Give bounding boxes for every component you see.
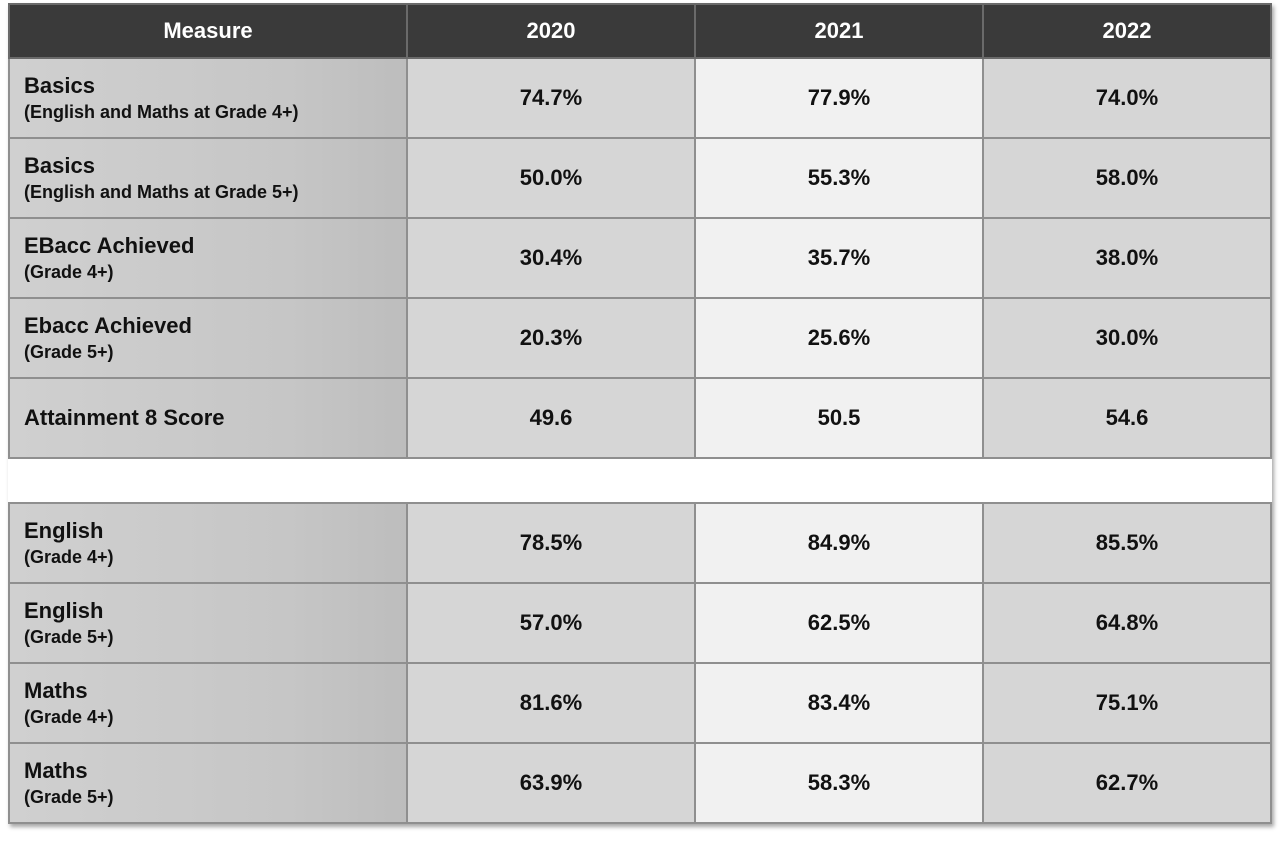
value-2020: 78.5%	[406, 502, 696, 584]
measure-title: English	[24, 518, 104, 543]
measure-cell: EBacc Achieved (Grade 4+)	[8, 217, 408, 299]
value-2020: 57.0%	[406, 582, 696, 664]
measure-subtitle: (Grade 4+)	[24, 262, 114, 282]
value-2022: 74.0%	[982, 57, 1272, 139]
measure-title: Maths	[24, 678, 88, 703]
value-2020: 20.3%	[406, 297, 696, 379]
table-row: English (Grade 4+) 78.5% 84.9% 85.5%	[8, 502, 1272, 584]
value-2022: 30.0%	[982, 297, 1272, 379]
measure-title: Basics	[24, 73, 95, 98]
value-2022: 85.5%	[982, 502, 1272, 584]
table-row: Basics (English and Maths at Grade 5+) 5…	[8, 137, 1272, 219]
value-2022: 75.1%	[982, 662, 1272, 744]
header-2021: 2021	[694, 3, 984, 59]
table-row: Basics (English and Maths at Grade 4+) 7…	[8, 57, 1272, 139]
value-2022: 38.0%	[982, 217, 1272, 299]
measure-subtitle: (English and Maths at Grade 4+)	[24, 102, 299, 122]
value-2020: 50.0%	[406, 137, 696, 219]
value-2020: 74.7%	[406, 57, 696, 139]
measure-cell: English (Grade 5+)	[8, 582, 408, 664]
measure-title: Basics	[24, 153, 95, 178]
results-table: Measure 2020 2021 2022 Basics (English a…	[8, 3, 1272, 824]
header-2020: 2020	[406, 3, 696, 59]
measure-subtitle: (Grade 4+)	[24, 707, 114, 727]
value-2021: 25.6%	[694, 297, 984, 379]
measure-cell: Basics (English and Maths at Grade 5+)	[8, 137, 408, 219]
value-2020: 30.4%	[406, 217, 696, 299]
header-measure: Measure	[8, 3, 408, 59]
value-2022: 54.6	[982, 377, 1272, 459]
value-2021: 62.5%	[694, 582, 984, 664]
measure-cell: Maths (Grade 5+)	[8, 742, 408, 824]
table-row: English (Grade 5+) 57.0% 62.5% 64.8%	[8, 582, 1272, 664]
value-2020: 63.9%	[406, 742, 696, 824]
measure-subtitle: (English and Maths at Grade 5+)	[24, 182, 299, 202]
measure-title: Maths	[24, 758, 88, 783]
spacer-cell	[8, 457, 1272, 504]
measure-cell: Attainment 8 Score	[8, 377, 408, 459]
value-2020: 49.6	[406, 377, 696, 459]
measure-title: Attainment 8 Score	[24, 405, 225, 430]
measure-subtitle: (Grade 5+)	[24, 787, 114, 807]
value-2021: 84.9%	[694, 502, 984, 584]
measure-cell: English (Grade 4+)	[8, 502, 408, 584]
measure-cell: Basics (English and Maths at Grade 4+)	[8, 57, 408, 139]
value-2021: 50.5	[694, 377, 984, 459]
table-row: Maths (Grade 5+) 63.9% 58.3% 62.7%	[8, 742, 1272, 824]
value-2022: 62.7%	[982, 742, 1272, 824]
measure-title: EBacc Achieved	[24, 233, 195, 258]
value-2022: 58.0%	[982, 137, 1272, 219]
table-row: Attainment 8 Score 49.6 50.5 54.6	[8, 377, 1272, 459]
measure-subtitle: (Grade 5+)	[24, 627, 114, 647]
measure-cell: Ebacc Achieved (Grade 5+)	[8, 297, 408, 379]
value-2021: 83.4%	[694, 662, 984, 744]
value-2022: 64.8%	[982, 582, 1272, 664]
value-2021: 55.3%	[694, 137, 984, 219]
table-row: EBacc Achieved (Grade 4+) 30.4% 35.7% 38…	[8, 217, 1272, 299]
measure-subtitle: (Grade 4+)	[24, 547, 114, 567]
measure-title: English	[24, 598, 104, 623]
table-header-row: Measure 2020 2021 2022	[8, 3, 1272, 59]
table-spacer-row	[8, 457, 1272, 504]
measure-title: Ebacc Achieved	[24, 313, 192, 338]
table-row: Ebacc Achieved (Grade 5+) 20.3% 25.6% 30…	[8, 297, 1272, 379]
table-row: Maths (Grade 4+) 81.6% 83.4% 75.1%	[8, 662, 1272, 744]
measure-subtitle: (Grade 5+)	[24, 342, 114, 362]
value-2021: 35.7%	[694, 217, 984, 299]
value-2020: 81.6%	[406, 662, 696, 744]
measure-cell: Maths (Grade 4+)	[8, 662, 408, 744]
header-2022: 2022	[982, 3, 1272, 59]
value-2021: 77.9%	[694, 57, 984, 139]
results-table-container: Measure 2020 2021 2022 Basics (English a…	[8, 3, 1272, 824]
value-2021: 58.3%	[694, 742, 984, 824]
